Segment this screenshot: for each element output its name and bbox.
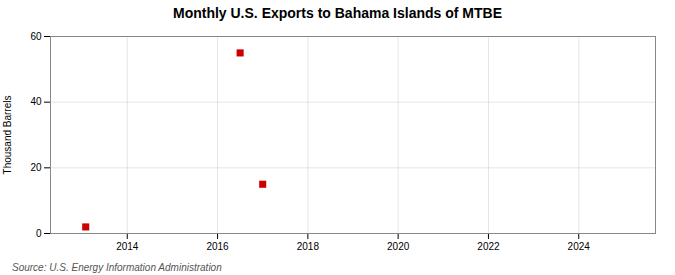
html-text:Monthly U.S. Exports to Bahama: Monthly U.S. Exports to Bahama Islands o… [173, 5, 502, 21]
svg-text:2020: 2020 [387, 241, 410, 252]
svg-text:60: 60 [30, 31, 42, 42]
svg-text:0: 0 [36, 228, 42, 239]
svg-text:2014: 2014 [116, 241, 139, 252]
svg-text:2024: 2024 [568, 241, 591, 252]
svg-text:2018: 2018 [297, 241, 320, 252]
svg-text:40: 40 [30, 96, 42, 107]
svg-text:2022: 2022 [477, 241, 500, 252]
html-text:Source: U.S. Energy Informatio: Source: U.S. Energy Information Administ… [12, 262, 222, 273]
svg-text:20: 20 [30, 162, 42, 173]
svg-text:Thousand Barrels: Thousand Barrels [2, 96, 13, 175]
svg-text:2016: 2016 [206, 241, 229, 252]
